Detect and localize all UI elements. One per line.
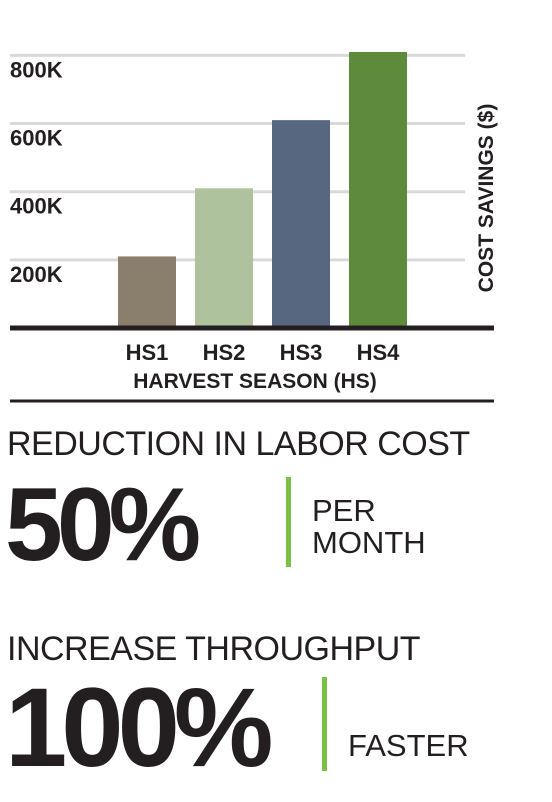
cost-savings-bar-chart: 200K 400K 600K 800K HS1 HS2 HS3 HS4 HARVEST SE…: [10, 52, 498, 403]
labor-cost-value: 50%: [5, 467, 201, 583]
bars: [118, 52, 407, 328]
bar-hs2: [195, 188, 253, 328]
bar-hs4: [349, 52, 407, 328]
x-tick-labels: HS1 HS2 HS3 HS4: [126, 340, 401, 365]
x-axis-title: HARVEST SEASON (HS): [133, 370, 376, 393]
throughput-label-line-1: FASTER: [348, 728, 469, 763]
y-tick-800k: 800K: [10, 57, 63, 82]
y-tick-labels: 200K 400K 600K 800K: [10, 57, 63, 286]
x-tick-hs1: HS1: [126, 340, 169, 365]
bar-hs3: [272, 120, 330, 328]
y-tick-200k: 200K: [10, 262, 63, 287]
x-tick-hs2: HS2: [203, 340, 246, 365]
y-tick-600k: 600K: [10, 126, 63, 151]
labor-cost-label: PER MONTH: [312, 495, 426, 558]
throughput-heading: INCREASE THROUGHPUT: [7, 630, 421, 668]
throughput-divider: [322, 677, 327, 771]
labor-cost-divider: [286, 477, 291, 567]
y-tick-400k: 400K: [10, 194, 63, 219]
y-axis-title: COST SAVINGS ($): [475, 104, 498, 293]
bar-hs1: [118, 256, 176, 328]
throughput-value: 100%: [5, 665, 273, 790]
labor-cost-heading: REDUCTION IN LABOR COST: [7, 425, 470, 463]
throughput-label: FASTER: [348, 730, 469, 762]
labor-cost-label-line-1: PER: [312, 493, 376, 528]
x-tick-hs4: HS4: [357, 340, 401, 365]
labor-cost-label-line-2: MONTH: [312, 524, 426, 560]
x-tick-hs3: HS3: [280, 340, 323, 365]
